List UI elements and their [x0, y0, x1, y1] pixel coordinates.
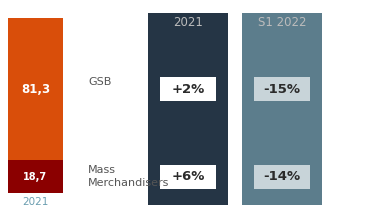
Bar: [148, 13, 228, 205]
Text: 2021: 2021: [173, 16, 203, 29]
Text: 81,3: 81,3: [21, 83, 50, 96]
Bar: [254, 165, 310, 189]
Text: GSB: GSB: [88, 77, 111, 87]
Text: +2%: +2%: [171, 83, 204, 96]
Text: +6%: +6%: [171, 170, 205, 183]
Bar: [8, 18, 63, 160]
Text: S1 2022: S1 2022: [258, 16, 306, 29]
Bar: [254, 77, 310, 101]
Text: Mass
Merchandisers: Mass Merchandisers: [88, 166, 169, 188]
Text: -15%: -15%: [263, 83, 301, 96]
Bar: [242, 13, 322, 205]
Bar: [160, 77, 216, 101]
Bar: [160, 165, 216, 189]
Bar: [8, 160, 63, 193]
Text: 2021: 2021: [22, 197, 49, 207]
Text: -14%: -14%: [263, 170, 301, 183]
Text: 18,7: 18,7: [24, 172, 48, 182]
